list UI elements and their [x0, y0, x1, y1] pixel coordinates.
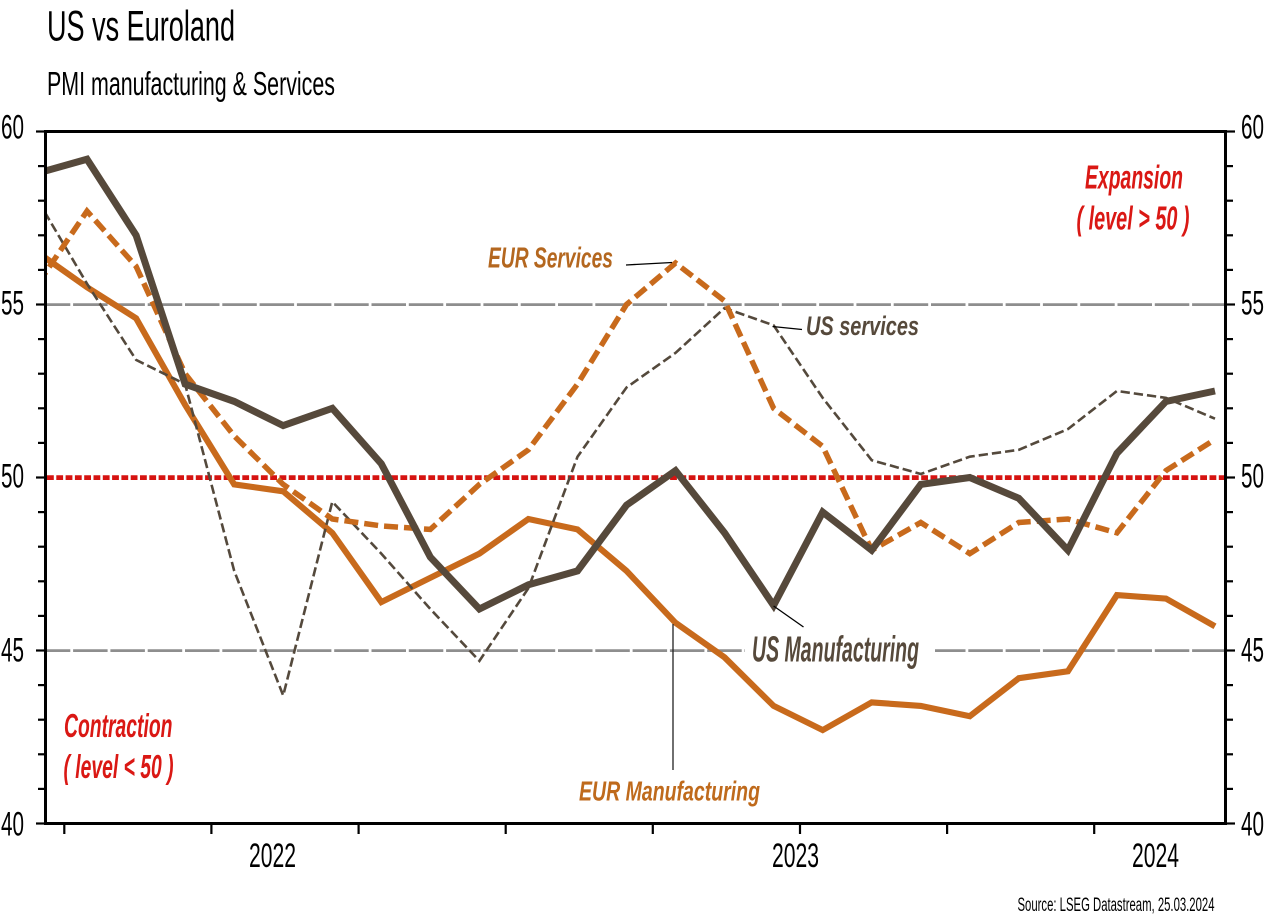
svg-text:EUR Manufacturing: EUR Manufacturing — [579, 776, 760, 807]
svg-text:( level > 50 ): ( level > 50 ) — [1077, 200, 1190, 237]
svg-text:US services: US services — [806, 311, 919, 341]
svg-text:45: 45 — [1241, 632, 1264, 670]
svg-text:45: 45 — [1, 632, 24, 670]
svg-text:US Manufacturing: US Manufacturing — [752, 629, 919, 670]
svg-text:50: 50 — [1241, 458, 1264, 496]
svg-text:60: 60 — [1241, 109, 1264, 147]
svg-text:EUR Services: EUR Services — [488, 243, 613, 275]
svg-text:( level < 50 ): ( level < 50 ) — [64, 748, 174, 785]
svg-text:55: 55 — [1241, 285, 1264, 323]
svg-text:55: 55 — [1, 285, 24, 323]
svg-text:40: 40 — [1, 806, 24, 844]
svg-text:2024: 2024 — [1132, 837, 1179, 875]
svg-text:40: 40 — [1241, 806, 1264, 844]
svg-text:60: 60 — [1, 109, 24, 147]
svg-text:US vs Euroland: US vs Euroland — [47, 3, 235, 51]
svg-text:Contraction: Contraction — [64, 707, 173, 744]
svg-text:2023: 2023 — [772, 837, 819, 875]
svg-text:50: 50 — [1, 458, 24, 496]
svg-text:2022: 2022 — [249, 837, 296, 875]
svg-text:Source: LSEG Datastream, 25.03: Source: LSEG Datastream, 25.03.2024 — [1018, 895, 1215, 916]
svg-text:Expansion: Expansion — [1085, 159, 1183, 196]
svg-text:PMI manufacturing & Services: PMI manufacturing & Services — [47, 65, 335, 102]
